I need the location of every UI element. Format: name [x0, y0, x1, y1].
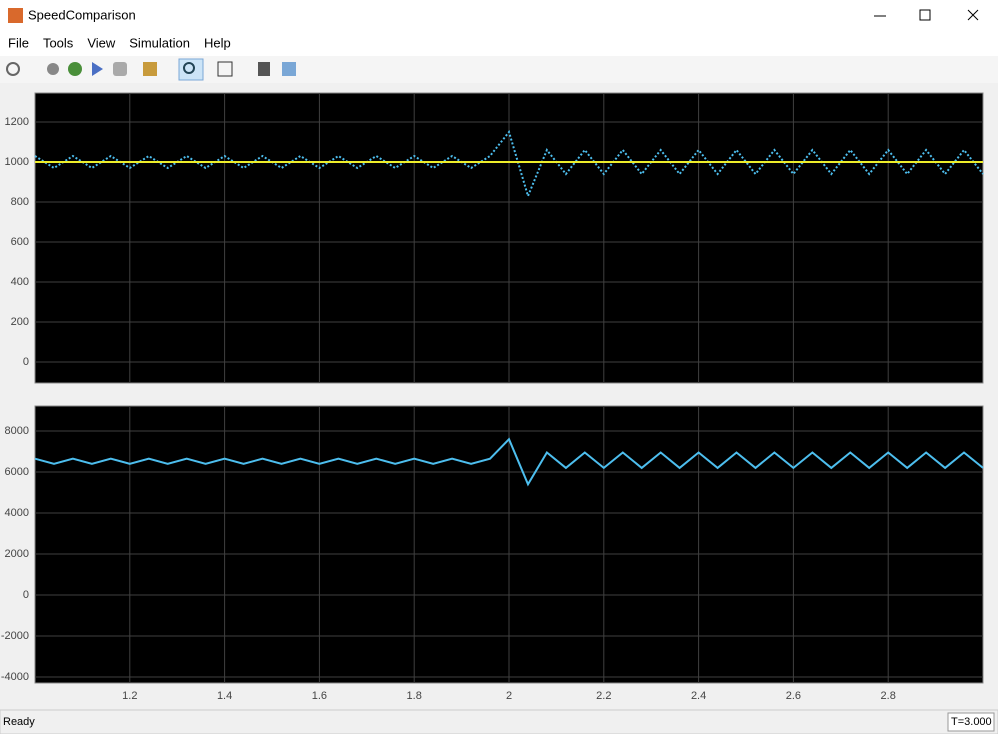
close[interactable]	[967, 9, 979, 21]
status-bar	[0, 709, 998, 734]
stop-button[interactable]	[113, 62, 127, 76]
sim-time: T=3.000	[951, 716, 992, 728]
app-icon	[8, 8, 23, 23]
menu-item[interactable]: File	[8, 35, 29, 50]
toolbar-icons	[6, 58, 296, 81]
autoscale-button[interactable]	[217, 61, 233, 77]
y-tick-label: 6000	[5, 466, 29, 478]
menu-item[interactable]: Tools	[43, 35, 74, 50]
settings-button[interactable]	[6, 62, 20, 76]
y-tick-label: 1000	[5, 156, 29, 168]
toolbar	[0, 56, 998, 83]
menu-item[interactable]: Simulation	[129, 35, 190, 50]
menu-bar	[0, 32, 998, 56]
series-line	[34, 129, 984, 200]
x-tick-label: 2.2	[596, 690, 611, 702]
x-tick-label: 1.8	[407, 690, 422, 702]
run-button[interactable]	[68, 62, 82, 76]
x-tick-label: 1.2	[122, 690, 137, 702]
zoom-button[interactable]	[178, 58, 204, 81]
y-tick-label: 0	[23, 356, 29, 368]
step-forward-button[interactable]	[92, 62, 103, 76]
x-tick-label: 1.6	[312, 690, 327, 702]
title-bar	[0, 0, 998, 32]
y-tick-label: 0	[23, 589, 29, 601]
menu-item[interactable]: Help	[204, 35, 231, 50]
triggers-button[interactable]	[258, 62, 270, 76]
y-tick-label: 1200	[5, 116, 29, 128]
x-tick-label: 2.6	[786, 690, 801, 702]
zoom-icon	[183, 62, 195, 74]
x-tick-label: 2.8	[881, 690, 896, 702]
series-line	[34, 437, 984, 487]
y-tick-label: -4000	[1, 671, 29, 683]
highlight-button[interactable]	[143, 62, 157, 76]
y-tick-label: 200	[11, 316, 29, 328]
y-tick-label: 800	[11, 196, 29, 208]
measurements-button[interactable]	[282, 62, 296, 76]
step-back-button[interactable]	[47, 63, 59, 75]
y-tick-label: 8000	[5, 425, 29, 437]
status-text: Ready	[3, 716, 35, 728]
y-tick-label: 4000	[5, 507, 29, 519]
y-tick-label: -2000	[1, 630, 29, 642]
maximize[interactable]	[919, 9, 931, 21]
time-box	[947, 712, 995, 732]
window-title: SpeedComparison	[28, 7, 136, 22]
x-tick-label: 2	[506, 690, 512, 702]
menu-item[interactable]: View	[87, 35, 116, 50]
x-tick-label: 1.4	[217, 690, 232, 702]
x-tick-label: 2.4	[691, 690, 706, 702]
y-tick-label: 2000	[5, 548, 29, 560]
y-tick-label: 400	[11, 276, 29, 288]
y-tick-label: 600	[11, 236, 29, 248]
